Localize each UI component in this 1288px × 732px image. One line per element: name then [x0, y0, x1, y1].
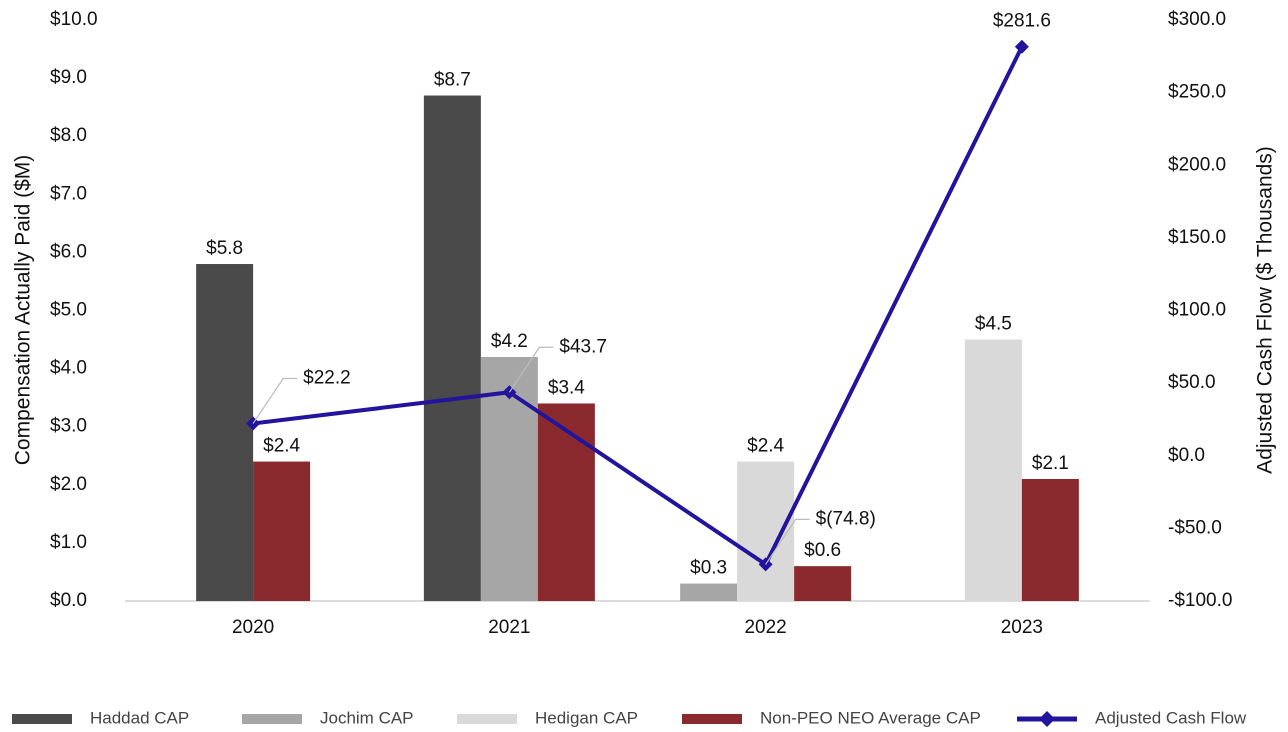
line-data-label: $43.7 — [559, 336, 607, 357]
line-marker — [1014, 39, 1029, 54]
data-label: $0.6 — [804, 540, 841, 561]
bar — [537, 403, 595, 601]
legend-label: Jochim CAP — [320, 708, 414, 727]
legend-label: Adjusted Cash Flow — [1095, 708, 1247, 727]
y2-tick-label: $0.0 — [1168, 445, 1205, 466]
y-tick-label: $7.0 — [50, 183, 87, 204]
y-tick-label: $10.0 — [50, 9, 98, 30]
y2-tick-label: $250.0 — [1168, 82, 1226, 103]
data-label: $0.3 — [690, 558, 727, 579]
data-label: $2.4 — [263, 436, 300, 457]
x-tick-label: 2023 — [1001, 617, 1043, 638]
bar — [680, 583, 738, 601]
y-tick-label: $3.0 — [50, 416, 87, 437]
bar — [253, 461, 311, 601]
leader-line — [508, 346, 554, 393]
line-data-label: $(74.8) — [816, 508, 876, 529]
y2-tick-label: $200.0 — [1168, 154, 1226, 175]
bar — [1021, 478, 1079, 601]
data-label: $2.1 — [1032, 453, 1069, 474]
y-tick-label: $4.0 — [50, 358, 87, 379]
data-label: $3.4 — [548, 377, 585, 398]
legend-label: Haddad CAP — [90, 708, 189, 727]
y2-axis-title: Adjusted Cash Flow ($ Thousands) — [1254, 146, 1277, 474]
bar — [196, 264, 254, 601]
line-data-label: $22.2 — [303, 368, 351, 389]
data-label: $8.7 — [434, 70, 471, 91]
line — [252, 45, 1024, 568]
data-label: $4.5 — [975, 314, 1012, 335]
legend-swatch — [242, 714, 302, 724]
line-data-label: $281.6 — [993, 11, 1051, 32]
y-tick-label: $9.0 — [50, 67, 87, 88]
bar — [794, 566, 852, 601]
y2-tick-label: $300.0 — [1168, 9, 1226, 30]
data-label: $4.2 — [491, 331, 528, 352]
data-label: $5.8 — [206, 238, 243, 259]
x-tick-label: 2020 — [232, 617, 274, 638]
y-tick-label: $6.0 — [50, 241, 87, 262]
y-tick-label: $1.0 — [50, 532, 87, 553]
y-tick-label: $5.0 — [50, 300, 87, 321]
x-tick-label: 2021 — [488, 617, 530, 638]
y2-tick-label: $150.0 — [1168, 227, 1226, 248]
y-tick-label: $2.0 — [50, 474, 87, 495]
y-axis-title: Compensation Actually Paid ($M) — [12, 155, 35, 465]
legend-swatch — [457, 714, 517, 724]
y2-tick-label: $100.0 — [1168, 300, 1226, 321]
y-tick-label: $8.0 — [50, 125, 87, 146]
bar — [964, 339, 1022, 601]
leader-line — [252, 377, 298, 424]
x-tick-label: 2022 — [744, 617, 786, 638]
y-tick-label: $0.0 — [50, 590, 87, 611]
legend-swatch — [1039, 711, 1055, 727]
y2-tick-label: $50.0 — [1168, 372, 1216, 393]
data-label: $2.4 — [747, 436, 784, 457]
legend-swatch — [12, 714, 72, 724]
legend-label: Hedigan CAP — [535, 708, 638, 727]
legend-label: Non-PEO NEO Average CAP — [760, 708, 981, 727]
bar — [423, 95, 481, 601]
leader-line — [765, 518, 810, 565]
legend-swatch — [682, 714, 742, 724]
bar — [737, 461, 795, 601]
y2-tick-label: -$50.0 — [1168, 517, 1222, 538]
y2-tick-label: -$100.0 — [1168, 590, 1232, 611]
